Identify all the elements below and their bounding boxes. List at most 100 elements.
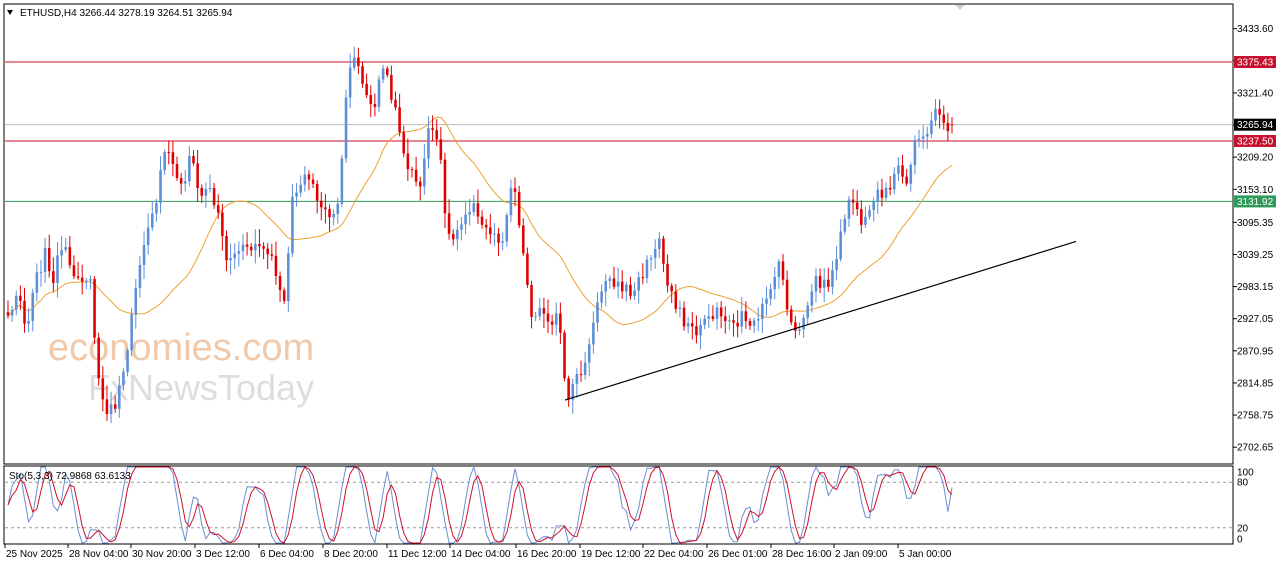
candle[interactable] — [435, 130, 438, 140]
trendline-layer[interactable] — [564, 240, 1077, 401]
candle[interactable] — [93, 279, 96, 338]
candle[interactable] — [946, 122, 950, 132]
candle[interactable] — [352, 57, 356, 68]
candle[interactable] — [600, 291, 603, 303]
candle[interactable] — [802, 317, 805, 330]
candle[interactable] — [925, 134, 929, 137]
candle[interactable] — [229, 258, 232, 261]
candle[interactable] — [493, 233, 496, 235]
candle[interactable] — [592, 322, 595, 345]
candle[interactable] — [472, 203, 476, 213]
candle[interactable] — [567, 378, 570, 400]
candle[interactable] — [608, 278, 612, 281]
candle[interactable] — [196, 163, 199, 188]
candle[interactable] — [484, 224, 488, 228]
candle[interactable] — [715, 307, 719, 319]
candle[interactable] — [109, 404, 113, 415]
candle[interactable] — [625, 284, 628, 292]
candle[interactable] — [810, 291, 814, 306]
candle[interactable] — [27, 320, 30, 324]
candle[interactable] — [431, 128, 434, 131]
candle[interactable] — [56, 255, 59, 284]
candle[interactable] — [633, 290, 636, 296]
candle[interactable] — [151, 213, 154, 228]
candle[interactable] — [868, 209, 871, 217]
candle[interactable] — [806, 305, 809, 318]
candle[interactable] — [554, 313, 558, 325]
candle[interactable] — [320, 200, 323, 208]
candle[interactable] — [282, 290, 286, 301]
candle[interactable] — [237, 251, 241, 254]
triangle-down-icon[interactable] — [7, 10, 13, 15]
candle[interactable] — [641, 277, 645, 279]
candle[interactable] — [637, 277, 640, 291]
candle[interactable] — [785, 279, 789, 310]
candle[interactable] — [249, 246, 253, 251]
scroll-marker-icon[interactable] — [955, 5, 965, 10]
candle[interactable] — [682, 307, 686, 327]
candle[interactable] — [736, 322, 739, 327]
candle[interactable] — [827, 279, 830, 287]
candle[interactable] — [394, 99, 397, 108]
candle[interactable] — [287, 253, 290, 301]
candle[interactable] — [19, 295, 22, 301]
candle[interactable] — [851, 199, 855, 203]
candle[interactable] — [777, 261, 781, 277]
candle[interactable] — [563, 332, 566, 379]
candle[interactable] — [752, 320, 756, 326]
candle[interactable] — [559, 313, 562, 333]
candle[interactable] — [118, 385, 121, 409]
candle[interactable] — [373, 104, 377, 107]
candle[interactable] — [225, 235, 228, 261]
candle[interactable] — [728, 320, 731, 322]
candle[interactable] — [662, 238, 665, 264]
candle[interactable] — [843, 218, 847, 232]
candle[interactable] — [587, 344, 591, 363]
candle[interactable] — [942, 114, 946, 123]
candle[interactable] — [921, 136, 925, 139]
candle[interactable] — [138, 264, 142, 289]
candle[interactable] — [909, 165, 913, 184]
candle[interactable] — [612, 278, 616, 287]
candle[interactable] — [789, 309, 793, 323]
candle[interactable] — [270, 254, 274, 256]
candle[interactable] — [864, 216, 867, 225]
candle[interactable] — [122, 371, 125, 386]
candle[interactable] — [60, 249, 63, 256]
candle[interactable] — [798, 329, 801, 331]
candle[interactable] — [142, 245, 146, 265]
candle[interactable] — [596, 302, 599, 323]
candle[interactable] — [447, 213, 451, 234]
candle[interactable] — [303, 174, 307, 185]
candle[interactable] — [893, 173, 896, 190]
candle[interactable] — [43, 247, 47, 272]
candle[interactable] — [666, 263, 669, 286]
candle[interactable] — [905, 176, 908, 184]
candle[interactable] — [361, 66, 364, 84]
candle[interactable] — [163, 152, 166, 171]
candle[interactable] — [254, 244, 257, 251]
candle[interactable] — [740, 311, 744, 327]
candle[interactable] — [324, 207, 327, 210]
candle[interactable] — [179, 178, 183, 184]
candle[interactable] — [699, 324, 702, 336]
candle[interactable] — [526, 253, 529, 285]
candle[interactable] — [707, 316, 711, 319]
candle[interactable] — [695, 326, 698, 336]
candle[interactable] — [245, 244, 249, 247]
candle[interactable] — [934, 108, 937, 121]
candle[interactable] — [278, 275, 282, 291]
candle[interactable] — [550, 321, 554, 325]
candle[interactable] — [212, 187, 216, 206]
candle[interactable] — [501, 241, 504, 243]
candle[interactable] — [76, 276, 80, 278]
candle[interactable] — [398, 107, 401, 133]
candle[interactable] — [814, 275, 818, 292]
candle[interactable] — [113, 404, 117, 409]
candle[interactable] — [571, 384, 575, 400]
candle[interactable] — [773, 276, 777, 290]
candle[interactable] — [221, 212, 224, 236]
candle[interactable] — [241, 244, 245, 252]
candle[interactable] — [348, 67, 352, 98]
candle[interactable] — [917, 138, 921, 141]
